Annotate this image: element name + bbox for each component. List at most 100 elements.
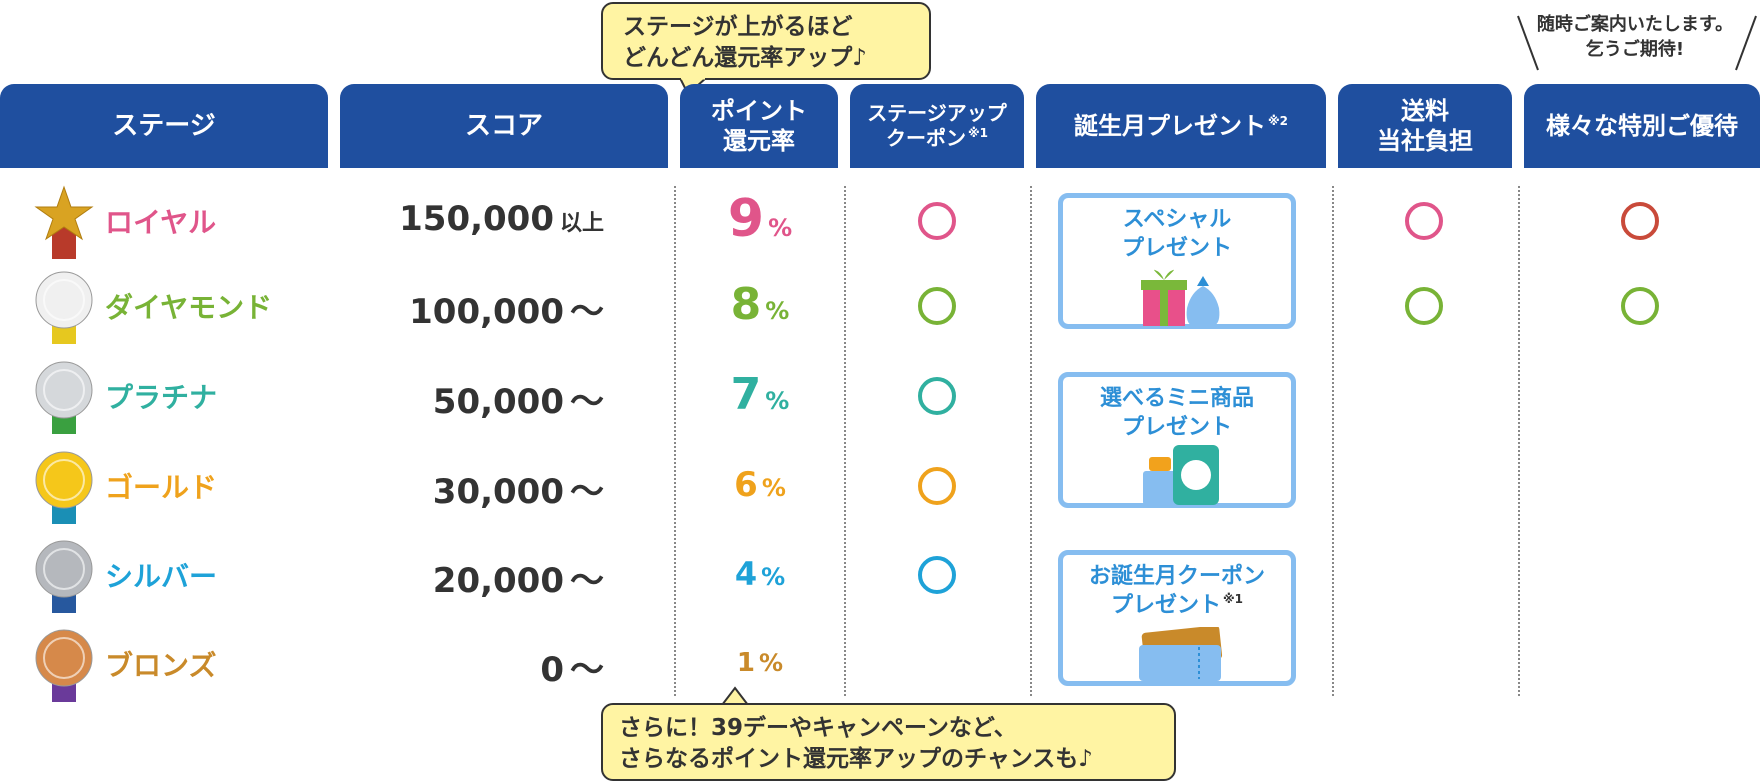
gift-box-birthday-coupon: お誕生月クーポン プレゼント ※1 [1058,550,1296,686]
special-benefit-mark [1621,202,1659,240]
gift-special-line2: プレゼント [1121,235,1232,261]
note-slash-right [1735,15,1757,71]
star-medal-icon [34,185,94,259]
gift-box-special: スペシャル プレゼント [1058,193,1296,329]
rate-value: 8 [730,278,762,330]
gift-coupon-mark: ※1 [1223,592,1244,607]
coming-soon-note: 随時ご案内いたします。 乞うご期待! [1530,12,1740,62]
header-birthday-mark: ※2 [1267,114,1288,128]
stage-score: 30,000 〜 [340,464,604,513]
column-divider [1518,186,1520,696]
header-coupon-mark: ※1 [967,126,988,141]
campaign-bubble-line1: さらに！39デーやキャンペーンなど、 [619,715,1017,741]
gold-medal-icon [35,451,93,524]
coupon-available-mark [918,287,956,325]
rate-percent: % [761,473,786,502]
header-stage-label: ステージ [112,110,216,141]
stage-score: 50,000 〜 [340,374,604,423]
coupon-available-mark [918,467,956,505]
header-coupon-line1: ステージアップ [867,101,1007,125]
header-score: スコア [340,84,668,168]
header-stage: ステージ [0,84,328,168]
rate-value: 6 [734,464,758,505]
header-shipping-line2: 当社負担 [1377,127,1473,155]
column-divider [844,186,846,696]
rate-percent: % [759,648,784,677]
special-benefit-mark [1621,287,1659,325]
score-value: 0 [540,650,564,690]
shipping-free-mark [1405,287,1443,325]
header-coupon-line2: クーポン [885,126,966,150]
header-coupon: ステージアップ クーポン ※1 [850,84,1024,168]
score-suffix: 〜 [570,382,604,422]
rate-percent: % [761,563,786,592]
point-rate: 7% [680,369,840,420]
header-shipping: 送料 当社負担 [1338,84,1512,168]
score-value: 20,000 [432,561,564,601]
header-shipping-line1: 送料 [1401,97,1449,125]
header-birthday: 誕生月プレゼント ※2 [1036,84,1326,168]
coming-soon-line2: 乞うご期待! [1585,39,1685,61]
diamond-medal-icon [35,271,93,344]
bronze-medal-icon [35,629,93,702]
stage-name: プラチナ [105,381,218,414]
score-value: 100,000 [409,292,564,332]
coupon-available-mark [918,202,956,240]
shipping-free-mark [1405,202,1443,240]
gift-special-line1: スペシャル [1122,207,1232,232]
rate-percent: % [765,386,790,415]
stage-score: 0 〜 [340,642,604,691]
rate-up-bubble-line2: どんどん還元率アップ♪ [623,45,867,72]
stage-name: シルバー [105,560,218,593]
stage-name: ダイヤモンド [105,291,273,324]
header-rate-line2: 還元率 [723,127,795,155]
rate-value: 1 [736,647,756,678]
note-slash-left [1517,15,1539,71]
stage-name: ブロンズ [105,649,217,682]
header-special: 様々な特別ご優待 [1524,84,1760,168]
rate-value: 9 [727,188,765,249]
coming-soon-line1: 随時ご案内いたします。 [1536,14,1734,35]
rate-up-bubble-line1: ステージが上がるほど [623,14,853,40]
gift-box-mini-product: 選べるミニ商品 プレゼント [1058,372,1296,508]
column-divider [1030,186,1032,696]
rate-value: 4 [734,555,758,594]
score-value: 150,000 [399,199,554,239]
point-rate: 8% [680,279,840,330]
score-suffix: 〜 [570,650,604,690]
coupon-ticket-icon [1139,627,1223,681]
silver-medal-icon [35,540,93,613]
score-suffix: 〜 [570,472,604,512]
platinum-medal-icon [35,361,93,434]
coupon-available-mark [918,377,956,415]
rate-percent: % [765,296,790,325]
score-suffix: 〜 [570,292,604,332]
campaign-bubble: さらに！39デーやキャンペーンなど、 さらなるポイント還元率アップのチャンスも♪ [601,703,1176,781]
gift-coupon-line2: プレゼント [1110,592,1221,618]
stage-name: ロイヤル [105,206,217,239]
point-rate: 9% [680,189,840,249]
stage-name: ゴールド [105,471,218,504]
header-rate-line1: ポイント [711,97,807,125]
stage-score: 150,000 以上 [340,199,604,239]
score-value: 50,000 [432,382,564,422]
coupon-available-mark [918,556,956,594]
header-rate: ポイント 還元率 [680,84,838,168]
score-value: 30,000 [432,472,564,512]
gift-bag-icon [1141,269,1220,326]
point-rate: 6% [680,465,840,505]
column-divider [674,186,676,696]
rate-value: 7 [730,368,762,420]
header-birthday-label: 誕生月プレゼント [1073,112,1266,140]
point-rate: 4% [680,555,840,593]
campaign-bubble-line2: さらなるポイント還元率アップのチャンスも♪ [619,746,1093,773]
gift-mini-line1: 選べるミニ商品 [1099,386,1254,411]
cosmetics-icon [1143,445,1219,505]
stage-score: 100,000 〜 [340,284,604,333]
point-rate: 1% [680,648,840,678]
score-suffix: 以上 [559,211,604,236]
score-suffix: 〜 [570,561,604,601]
gift-coupon-line1: お誕生月クーポン [1088,564,1265,589]
stage-score: 20,000 〜 [340,553,604,602]
rate-percent: % [768,213,793,242]
